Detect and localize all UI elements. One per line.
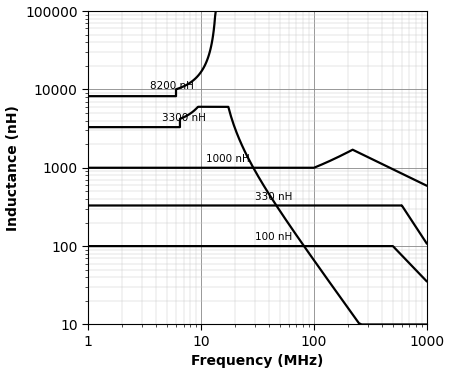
Text: 8200 nH: 8200 nH <box>149 81 194 91</box>
Y-axis label: Inductance (nH): Inductance (nH) <box>5 105 19 231</box>
Text: 3300 nH: 3300 nH <box>162 113 206 123</box>
Text: 330 nH: 330 nH <box>255 191 292 202</box>
Text: 1000 nH: 1000 nH <box>206 154 249 164</box>
X-axis label: Frequency (MHz): Frequency (MHz) <box>191 355 324 368</box>
Text: 100 nH: 100 nH <box>255 232 292 242</box>
